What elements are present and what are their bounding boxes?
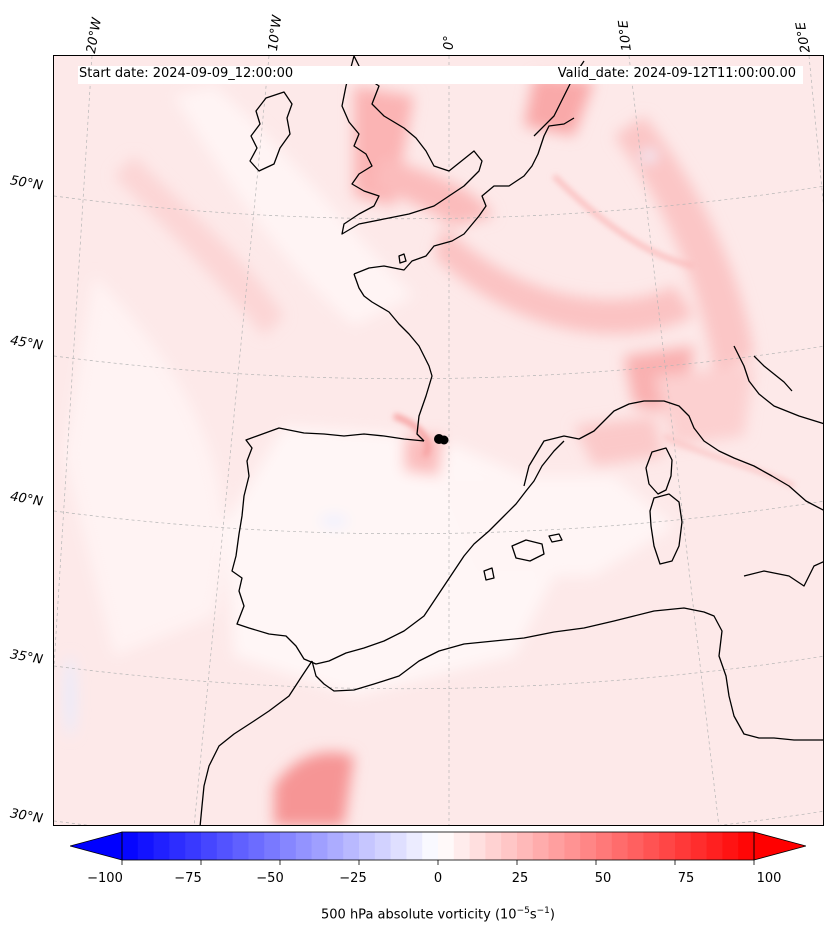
- colorbar-cell: [406, 832, 423, 860]
- colorbar-cell: [485, 832, 502, 860]
- map-panel: [53, 55, 824, 826]
- vorticity-contours: [64, 76, 754, 825]
- colorbar-cell: [201, 832, 218, 860]
- colorbar-cell: [675, 832, 692, 860]
- channel-islands: [398, 253, 407, 264]
- biscay-coast: [353, 273, 433, 442]
- colorbar-cell: [706, 832, 723, 860]
- ibiza-coast: [483, 567, 495, 581]
- colorbar-tick-label: 0: [433, 871, 443, 886]
- colorbar-cell: [659, 832, 676, 860]
- lon-label-10w: 10°W: [266, 14, 286, 52]
- colorbar-tick-label: 100: [756, 871, 782, 886]
- parallel-50n: [54, 185, 823, 220]
- colorbar-min-extend: [70, 831, 123, 861]
- colorbar-tick-label: 25: [511, 871, 529, 886]
- graticule: [54, 56, 823, 825]
- valid-date-label: Valid_date: 2024-09-12T11:00:00.00: [557, 66, 796, 81]
- colorbar-cell: [390, 832, 407, 860]
- colorbar-cell: [359, 832, 376, 860]
- lat-label-40n: 40°N: [8, 489, 44, 510]
- start-date-label: Start date: 2024-09-09_12:00:00: [79, 66, 294, 81]
- colorbar-cell: [232, 832, 249, 860]
- colorbar-cell: [580, 832, 597, 860]
- colorbar-cell: [153, 832, 170, 860]
- colorbar-cell: [295, 832, 313, 860]
- lon-label-10e: 10°E: [616, 19, 635, 53]
- france-med-coast: [523, 400, 823, 511]
- france-atlantic-coast: [353, 117, 575, 275]
- morocco-atlantic-coast: [199, 660, 313, 825]
- istria-coast: [753, 355, 793, 392]
- location-marker: [434, 434, 449, 445]
- parallel-45n: [54, 345, 823, 380]
- header-band: [78, 66, 803, 84]
- colorbar-cell: [722, 832, 739, 860]
- colorbar-cell: [596, 832, 613, 860]
- lat-label-35n: 35°N: [8, 647, 44, 668]
- colorbar-cell: [422, 832, 439, 860]
- colorbar-tick-label: 50: [594, 871, 612, 886]
- colorbar-cell: [517, 832, 534, 860]
- lat-label-30n: 30°N: [8, 806, 44, 827]
- colorbar-tick-label: −100: [87, 871, 123, 886]
- colorbar-tick-label: 75: [677, 871, 695, 886]
- mallorca-coast: [511, 539, 545, 562]
- parallel-35n: [54, 655, 823, 690]
- lon-label-0: 0°: [442, 35, 457, 50]
- meridian-20w: [54, 56, 93, 673]
- lon-label-20w: 20°W: [84, 16, 106, 55]
- colorbar-cell: [469, 832, 486, 860]
- colorbar-cell: [532, 832, 550, 860]
- vorticity-fine-structure: [392, 174, 796, 489]
- colorbar-cell: [264, 832, 281, 860]
- lat-label-45n: 45°N: [8, 333, 44, 354]
- colorbar-label: 500 hPa absolute vorticity (10−5s−1): [321, 906, 555, 923]
- colorbar-cell: [501, 832, 518, 860]
- colorbar-ticks: [121, 860, 755, 865]
- corsica-coast: [645, 447, 673, 495]
- colorbar-cell: [280, 832, 297, 860]
- menorca-coast: [548, 533, 563, 543]
- parallel-40n: [54, 500, 823, 535]
- colorbar-tick-label: −25: [339, 871, 367, 886]
- vorticity-map: [54, 56, 823, 825]
- sicily-coast: [743, 561, 823, 587]
- colorbar-cells: [122, 832, 755, 860]
- lon-label-20e: 20°E: [793, 20, 814, 55]
- great-britain-coast: [341, 56, 483, 235]
- colorbar-max-extend: [753, 831, 806, 861]
- lat-label-50n: 50°N: [8, 173, 44, 194]
- colorbar-cell: [438, 832, 455, 860]
- italy-adriatic-coast: [733, 345, 823, 425]
- colorbar-cell: [690, 832, 708, 860]
- iberia-coast: [231, 427, 565, 665]
- colorbar: [70, 831, 806, 865]
- sardinia-coast: [649, 493, 683, 565]
- colorbar-cell: [137, 832, 155, 860]
- colorbar-cell: [643, 832, 660, 860]
- colorbar-cell: [738, 832, 755, 860]
- coastlines: [199, 56, 823, 825]
- colorbar-cell: [627, 832, 644, 860]
- colorbar-cell: [248, 832, 265, 860]
- colorbar-cell: [327, 832, 344, 860]
- colorbar-cell: [311, 832, 328, 860]
- colorbar-cell: [169, 832, 186, 860]
- colorbar-cell: [453, 832, 471, 860]
- colorbar-cell: [611, 832, 629, 860]
- colorbar-cell: [216, 832, 234, 860]
- colorbar-cell: [122, 832, 139, 860]
- ireland-coast: [249, 91, 293, 172]
- colorbar-tick-label: −75: [174, 871, 202, 886]
- north-africa-coast: [311, 607, 823, 741]
- colorbar-cell: [374, 832, 392, 860]
- colorbar-cell: [185, 832, 202, 860]
- colorbar-tick-label: −50: [256, 871, 284, 886]
- colorbar-cell: [343, 832, 360, 860]
- colorbar-cell: [548, 832, 565, 860]
- colorbar-cell: [564, 832, 581, 860]
